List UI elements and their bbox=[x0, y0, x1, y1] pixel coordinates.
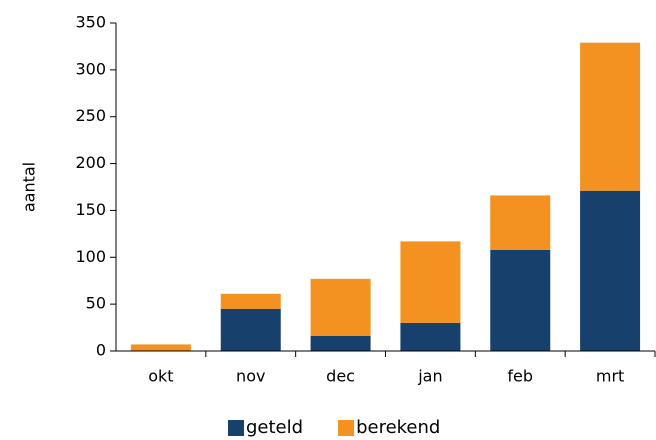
bar-segment bbox=[310, 336, 371, 351]
bar-segment bbox=[400, 241, 461, 323]
x-tick-label: dec bbox=[326, 367, 355, 386]
bar-segment bbox=[310, 278, 371, 337]
bar-segment bbox=[220, 308, 281, 351]
y-tick-label: 200 bbox=[75, 153, 106, 172]
x-tick-label: mrt bbox=[596, 367, 624, 386]
bar-segment bbox=[490, 249, 551, 351]
x-tick-label: nov bbox=[236, 367, 265, 386]
legend-label: berekend bbox=[356, 417, 440, 438]
y-tick-label: 250 bbox=[75, 106, 106, 125]
y-tick-label: 300 bbox=[75, 59, 106, 78]
y-tick-label: 100 bbox=[75, 247, 106, 266]
y-axis-label: aantal bbox=[20, 162, 39, 212]
y-tick-label: 0 bbox=[96, 341, 106, 360]
bar-segment bbox=[580, 190, 641, 351]
legend-label: geteld bbox=[246, 417, 303, 438]
x-tick-label: jan bbox=[417, 367, 442, 386]
y-tick-label: 150 bbox=[75, 200, 106, 219]
x-tick-label: okt bbox=[148, 367, 173, 386]
legend-swatch bbox=[338, 420, 355, 436]
bar-segment bbox=[580, 42, 641, 191]
bar-segment bbox=[130, 344, 191, 351]
x-tick-label: feb bbox=[507, 367, 533, 386]
legend-swatch bbox=[228, 420, 244, 436]
bar-segment bbox=[490, 195, 551, 250]
bar-segment bbox=[400, 322, 461, 351]
y-tick-label: 50 bbox=[86, 294, 106, 313]
bar-segment bbox=[220, 293, 281, 309]
y-tick-label: 350 bbox=[75, 13, 106, 32]
